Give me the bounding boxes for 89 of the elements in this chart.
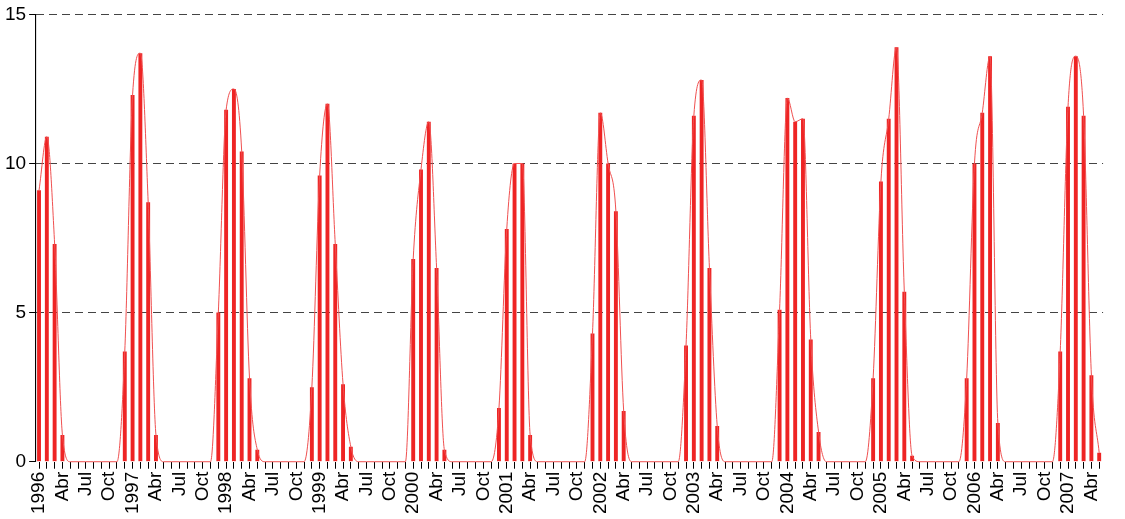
x-tick-label: Oct <box>1032 471 1054 502</box>
x-tick-label: Jul <box>354 471 376 497</box>
x-tick-label: Abr <box>611 471 633 502</box>
x-tick-label: Jul <box>915 471 937 497</box>
x-tick-label: Jul <box>635 471 657 497</box>
bar <box>707 267 712 462</box>
bar <box>130 94 135 462</box>
x-tick-label: Jul <box>822 471 844 497</box>
x-tick-label: Oct <box>284 471 306 502</box>
bar <box>777 309 782 462</box>
bar <box>138 53 143 462</box>
x-tick-label: Oct <box>939 471 961 502</box>
y-tick-label: 5 <box>15 300 27 322</box>
x-tick-label: 1996 <box>27 471 49 515</box>
x-tick-label: 2000 <box>401 471 423 515</box>
bar <box>801 118 805 462</box>
y-tick-label: 10 <box>4 151 27 173</box>
x-tick-label: 2005 <box>869 471 891 515</box>
x-tick-label: Abr <box>237 471 259 502</box>
bar <box>426 121 431 462</box>
x-tick-label: Oct <box>378 471 400 502</box>
x-tick-label: Jul <box>448 471 470 497</box>
x-tick-label: Oct <box>752 471 774 502</box>
x-tick-label: 2003 <box>682 471 704 515</box>
bar <box>699 80 704 462</box>
x-tick-label: Oct <box>471 471 493 502</box>
bar <box>613 211 618 462</box>
x-tick-label: 2007 <box>1056 471 1078 515</box>
bar <box>52 244 57 462</box>
bar <box>1081 115 1086 462</box>
x-tick-label: Jul <box>1009 471 1031 497</box>
bar <box>691 115 696 462</box>
x-tick-label: Abr <box>892 471 914 502</box>
x-tick-label: Oct <box>97 471 119 502</box>
x-tick-label: 1998 <box>214 471 236 515</box>
x-tick-label: 2006 <box>962 471 984 515</box>
x-tick-label: Jul <box>167 471 189 497</box>
x-tick-label: Jul <box>74 471 96 497</box>
x-tick-label: Oct <box>190 471 212 502</box>
bar <box>808 339 813 462</box>
bar <box>231 88 236 462</box>
x-tick-label: Abr <box>518 471 540 502</box>
bar <box>411 258 416 462</box>
x-tick-label: Jul <box>541 471 563 497</box>
bar <box>317 175 322 462</box>
bar <box>606 163 611 462</box>
bar <box>878 181 883 462</box>
bar <box>598 112 603 462</box>
y-tick-label: 0 <box>15 449 27 471</box>
bar <box>419 169 423 462</box>
bar <box>1066 106 1070 462</box>
bar <box>1089 375 1094 462</box>
x-tick-label: 1997 <box>120 471 142 515</box>
bar <box>224 109 229 462</box>
bar <box>146 202 151 462</box>
bar <box>239 151 244 462</box>
x-tick-label: Jul <box>728 471 750 497</box>
x-tick-label: Abr <box>799 471 820 502</box>
bar <box>793 121 798 462</box>
x-tick-label: Oct <box>658 471 680 502</box>
x-tick-label: Abr <box>144 471 166 502</box>
bar <box>1097 452 1102 462</box>
bar <box>902 291 907 462</box>
x-tick-label: Abr <box>705 471 727 502</box>
line-series <box>38 46 1100 463</box>
bar <box>44 136 49 462</box>
bar <box>980 112 985 462</box>
x-tick-label: Oct <box>565 471 587 502</box>
y-tick-label: 15 <box>4 2 27 24</box>
x-tick-label: 2002 <box>588 471 610 515</box>
bar <box>785 97 790 462</box>
bar <box>341 384 345 462</box>
bar <box>1073 56 1078 462</box>
bar <box>504 229 509 462</box>
x-tick-label: Abr <box>50 471 72 502</box>
x-tick-label: Jul <box>261 471 283 497</box>
x-tick-label: 1999 <box>307 471 329 515</box>
bar <box>520 163 525 462</box>
x-tick-label: Abr <box>331 471 353 502</box>
x-tick-label: Oct <box>845 471 867 502</box>
x-tick-label: Abr <box>1079 471 1101 502</box>
bar <box>988 56 993 462</box>
bar <box>886 118 891 462</box>
x-tick-label: 2004 <box>775 471 797 515</box>
x-tick-label: 2001 <box>494 471 516 515</box>
x-tick-label: Abr <box>424 471 446 502</box>
x-tick-label: Abr <box>986 471 1008 502</box>
bar <box>333 244 338 462</box>
bar <box>37 190 41 462</box>
